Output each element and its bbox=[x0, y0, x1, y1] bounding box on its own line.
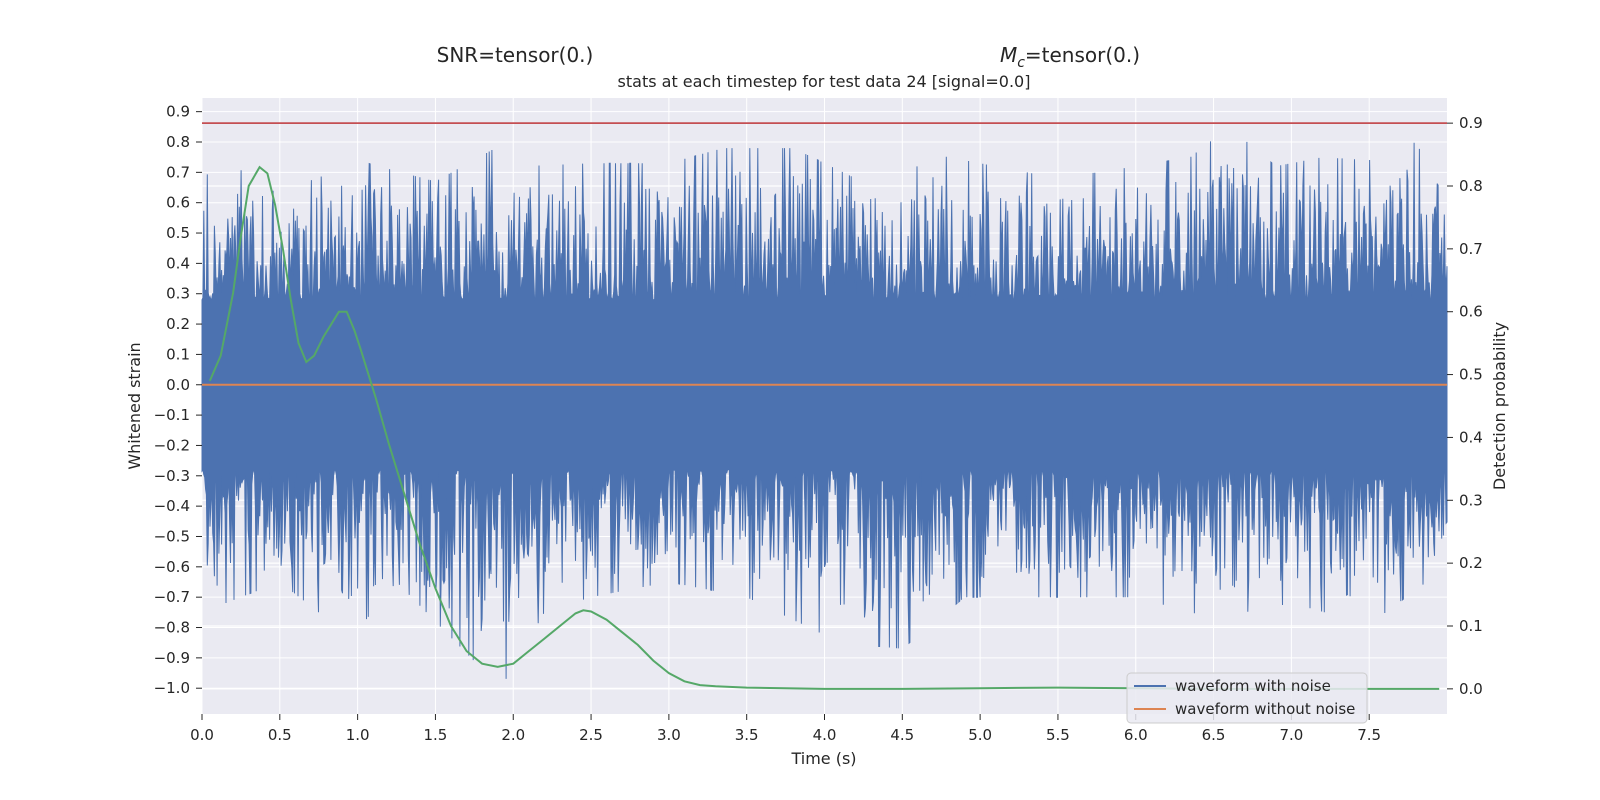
y-axis-right-ticks: 0.9 0.8 0.7 0.6 0.5 0.4 0.3 0.2 0.1 0.0 bbox=[1447, 114, 1483, 698]
y-tick-right-label-5: 0.4 bbox=[1459, 428, 1483, 446]
y-tick-left-label-17: −0.8 bbox=[154, 619, 190, 637]
y-tick-left-label-10: −0.1 bbox=[154, 406, 190, 424]
noise-waveform-series bbox=[201, 141, 1448, 679]
x-tick-label-1: 0.5 bbox=[268, 726, 292, 744]
y-tick-left-label-14: −0.5 bbox=[154, 527, 190, 545]
x-tick-label-12: 6.0 bbox=[1124, 726, 1148, 744]
x-tick-label-10: 5.0 bbox=[968, 726, 992, 744]
y-tick-left-label-11: −0.2 bbox=[154, 436, 190, 454]
y-tick-left-label-19: −1.0 bbox=[154, 679, 190, 697]
x-tick-label-5: 2.5 bbox=[579, 726, 603, 744]
legend-box bbox=[1126, 672, 1368, 724]
y-tick-left-label-7: 0.2 bbox=[166, 315, 190, 333]
y-tick-right-label-9: 0.0 bbox=[1459, 680, 1483, 698]
y-tick-left-label-0: 0.9 bbox=[166, 103, 190, 121]
x-tick-label-15: 7.5 bbox=[1357, 726, 1381, 744]
chart-subtitle: stats at each timestep for test data 24 … bbox=[618, 72, 1031, 91]
y-axis-right-label: Detection probability bbox=[1490, 322, 1509, 490]
y-tick-right-label-1: 0.8 bbox=[1459, 177, 1483, 195]
y-tick-left-label-18: −0.9 bbox=[154, 649, 190, 667]
x-tick-label-9: 4.5 bbox=[890, 726, 914, 744]
legend: waveform with noise waveform without noi… bbox=[1126, 672, 1368, 724]
y-tick-right-label-6: 0.3 bbox=[1459, 491, 1483, 509]
y-axis-left-ticks: 0.9 0.8 0.7 0.6 0.5 0.4 0.3 0.2 0.1 0.0 −0.1 −0.2 −0… bbox=[154, 103, 202, 697]
y-tick-left-label-12: −0.3 bbox=[154, 467, 190, 485]
x-tick-label-3: 1.5 bbox=[424, 726, 448, 744]
x-axis-label: Time (s) bbox=[790, 749, 856, 768]
x-tick-label-8: 4.0 bbox=[813, 726, 837, 744]
y-tick-left-label-3: 0.6 bbox=[166, 194, 190, 212]
x-tick-label-2: 1.0 bbox=[346, 726, 370, 744]
y-axis-left-label: Whitened strain bbox=[125, 342, 144, 469]
y-tick-right-label-2: 0.7 bbox=[1459, 240, 1483, 258]
x-tick-label-0: 0.0 bbox=[190, 726, 214, 744]
x-tick-label-7: 3.5 bbox=[735, 726, 759, 744]
y-tick-left-label-16: −0.7 bbox=[154, 588, 190, 606]
legend-label-noise: waveform with noise bbox=[1175, 677, 1331, 695]
chirp-mass-subscript: c bbox=[1017, 55, 1025, 71]
y-tick-left-label-8: 0.1 bbox=[166, 345, 190, 363]
x-tick-label-11: 5.5 bbox=[1046, 726, 1070, 744]
detection-probability-line bbox=[208, 165, 1440, 690]
y-tick-left-label-4: 0.5 bbox=[166, 224, 190, 242]
snr-label: SNR=tensor(0.) bbox=[437, 43, 594, 67]
noise-waveform-area bbox=[201, 141, 1448, 679]
y-tick-right-label-3: 0.6 bbox=[1459, 303, 1483, 321]
y-tick-left-label-6: 0.3 bbox=[166, 285, 190, 303]
chirp-mass-label: Mc=tensor(0.) bbox=[1000, 43, 1140, 71]
y-tick-left-label-13: −0.4 bbox=[154, 497, 190, 515]
y-tick-right-label-0: 0.9 bbox=[1459, 114, 1483, 132]
chirp-mass-value: =tensor(0.) bbox=[1025, 43, 1140, 67]
y-tick-left-label-15: −0.6 bbox=[154, 558, 190, 576]
x-tick-label-4: 2.0 bbox=[501, 726, 525, 744]
chirp-mass-symbol: M bbox=[1000, 43, 1017, 67]
y-tick-right-label-8: 0.1 bbox=[1459, 617, 1483, 635]
y-tick-left-label-9: 0.0 bbox=[166, 376, 190, 394]
y-tick-left-label-1: 0.8 bbox=[166, 133, 190, 151]
x-tick-label-13: 6.5 bbox=[1202, 726, 1226, 744]
legend-label-clean: waveform without noise bbox=[1175, 700, 1355, 718]
y-tick-left-label-5: 0.4 bbox=[166, 254, 190, 272]
y-tick-right-label-7: 0.2 bbox=[1459, 554, 1483, 572]
x-tick-label-6: 3.0 bbox=[657, 726, 681, 744]
x-tick-label-14: 7.0 bbox=[1279, 726, 1303, 744]
y-tick-left-label-2: 0.7 bbox=[166, 163, 190, 181]
y-tick-right-label-4: 0.5 bbox=[1459, 366, 1483, 384]
